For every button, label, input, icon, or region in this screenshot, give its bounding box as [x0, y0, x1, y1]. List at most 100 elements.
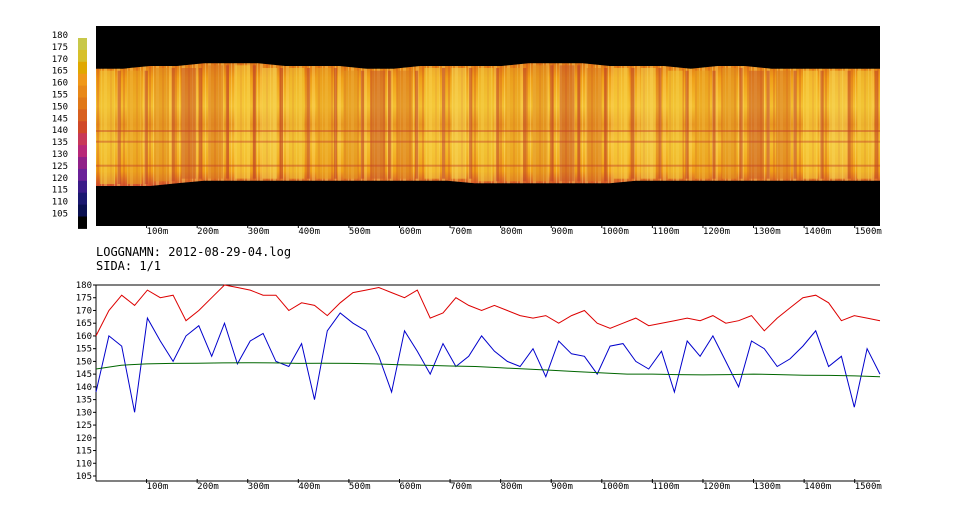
colorbar-tick-label: 130 [52, 150, 68, 160]
heatmap-block [343, 70, 359, 179]
line-x-axis: 100m 200m 300m 400m 500m 600m 700m 800m 900m 1000… [146, 479, 882, 492]
series-line-2 [95, 312, 881, 413]
heatmap-x-axis: 100m 200m 300m 400m 500m 600m 700m 800m 900m 1000… [146, 224, 882, 237]
heatmap-block [181, 68, 197, 179]
line-x-tick-label: 1200m [703, 482, 730, 492]
heatmap-dark-stripe [388, 70, 392, 179]
heatmap-dark-stripe [442, 68, 446, 179]
page-indicator: SIDA: 1/1 [96, 259, 162, 273]
heatmap-dark-stripe [577, 65, 581, 182]
heatmap-x-tick-label: 1400m [804, 227, 831, 237]
heatmap-block [640, 68, 656, 179]
line-series [95, 284, 881, 413]
heatmap-block [154, 68, 169, 182]
colorbar-swatch [78, 97, 87, 110]
heatmap-dark-stripe [415, 70, 419, 179]
heatmap-dark-stripe [306, 68, 311, 179]
heatmap-block [721, 68, 737, 179]
colorbar-swatch [78, 204, 87, 217]
line-x-tick-label: 800m [501, 482, 523, 492]
colorbar-swatch [78, 109, 87, 122]
line-y-tick-label: 145 [76, 370, 92, 380]
colorbar-tick-label: 135 [52, 138, 68, 148]
heatmap-x-tick-label: 300m [248, 227, 270, 237]
colorbar-tick-label: 105 [52, 210, 68, 220]
colorbar-swatch [78, 192, 87, 206]
heatmap-block [289, 68, 305, 179]
colorbar-tick-label: 155 [52, 91, 68, 101]
colorbar-swatch [78, 49, 87, 63]
colorbar-tick-label: 120 [52, 174, 68, 184]
colorbar-swatch [78, 133, 87, 146]
heatmap-dark-stripe [793, 70, 797, 179]
heatmap-block [451, 68, 467, 179]
line-y-tick-label: 155 [76, 345, 92, 355]
heatmap-dark-stripe [523, 68, 527, 182]
heatmap-block [316, 68, 332, 179]
heatmap-blocks [96, 65, 880, 184]
heatmap-dark-stripe [171, 68, 175, 182]
line-x-tick-label: 700m [450, 482, 472, 492]
heatmap-block [262, 68, 278, 179]
colorbar-swatch [78, 61, 87, 75]
line-y-tick-label: 170 [76, 307, 92, 317]
heatmap-dark-stripe [198, 68, 202, 179]
heatmap-dark-stripe [252, 65, 256, 179]
heatmap-dark-stripe [469, 68, 473, 179]
heatmap-x-tick-label: 700m [450, 227, 472, 237]
log-filename: LOGGNAMN: 2012-08-29-04.log [96, 245, 292, 259]
colorbar-tick-label: 165 [52, 67, 68, 77]
heatmap-dark-stripe [117, 70, 121, 184]
colorbar-tick-label: 140 [52, 126, 68, 136]
heatmap-dark-stripe [685, 70, 689, 179]
colorbar-swatch [78, 216, 87, 229]
line-y-tick-label: 160 [76, 332, 92, 342]
line-y-tick-label: 135 [76, 396, 92, 406]
heatmap-block [505, 68, 521, 182]
line-x-tick-label: 1300m [754, 482, 781, 492]
heatmap-dark-stripe [658, 68, 662, 179]
heatmap-dark-stripe [874, 70, 878, 179]
heatmap-block [857, 70, 872, 179]
colorbar-tick-label: 175 [52, 43, 68, 53]
heatmap-x-tick-label: 600m [399, 227, 421, 237]
heatmap-dark-stripe [739, 68, 743, 179]
heatmap-dark-stripe [279, 68, 283, 179]
heatmap-layer-line [96, 140, 880, 143]
heatmap-x-tick-label: 900m [551, 227, 573, 237]
heatmap-x-tick-label: 1200m [703, 227, 730, 237]
colorbar-swatch [78, 121, 87, 134]
heatmap-block [532, 65, 548, 182]
line-x-tick-label: 1000m [602, 482, 629, 492]
line-x-tick-label: 200m [197, 482, 219, 492]
line-x-tick-label: 900m [551, 482, 573, 492]
heatmap-x-tick-label: 100m [147, 227, 169, 237]
line-x-tick-label: 400m [298, 482, 320, 492]
heatmap-block [830, 70, 845, 179]
line-x-tick-label: 1400m [804, 482, 831, 492]
heatmap-x-tick-label: 200m [197, 227, 219, 237]
colorbar-tick-label: 115 [52, 186, 68, 196]
line-y-tick-label: 125 [76, 421, 92, 431]
heatmap-block [748, 70, 764, 179]
colorbar-swatch [78, 168, 87, 182]
line-y-axis: 180 175 170 165 160 155 150 145 140 135 130 125 120 1… [76, 281, 96, 482]
line-y-tick-label: 120 [76, 434, 92, 444]
line-y-tick-label: 130 [76, 408, 92, 418]
heatmap-dark-stripe [496, 68, 500, 182]
colorbar-tick-label: 150 [52, 102, 68, 112]
heatmap-x-tick-label: 500m [349, 227, 371, 237]
heatmap-dark-stripe [144, 70, 148, 184]
heatmap-x-tick-label: 1000m [602, 227, 629, 237]
line-y-tick-label: 105 [76, 472, 92, 482]
heatmap-layer-line [96, 164, 880, 167]
heatmap-block [208, 65, 224, 179]
colorbar-swatch [78, 73, 87, 87]
colorbar-tick-label: 145 [52, 114, 68, 124]
heatmap-block [370, 70, 386, 179]
line-y-tick-label: 175 [76, 294, 92, 304]
line-x-tick-label: 100m [147, 482, 169, 492]
heatmap-dark-stripe [631, 68, 635, 179]
colorbar-swatch [78, 85, 87, 98]
